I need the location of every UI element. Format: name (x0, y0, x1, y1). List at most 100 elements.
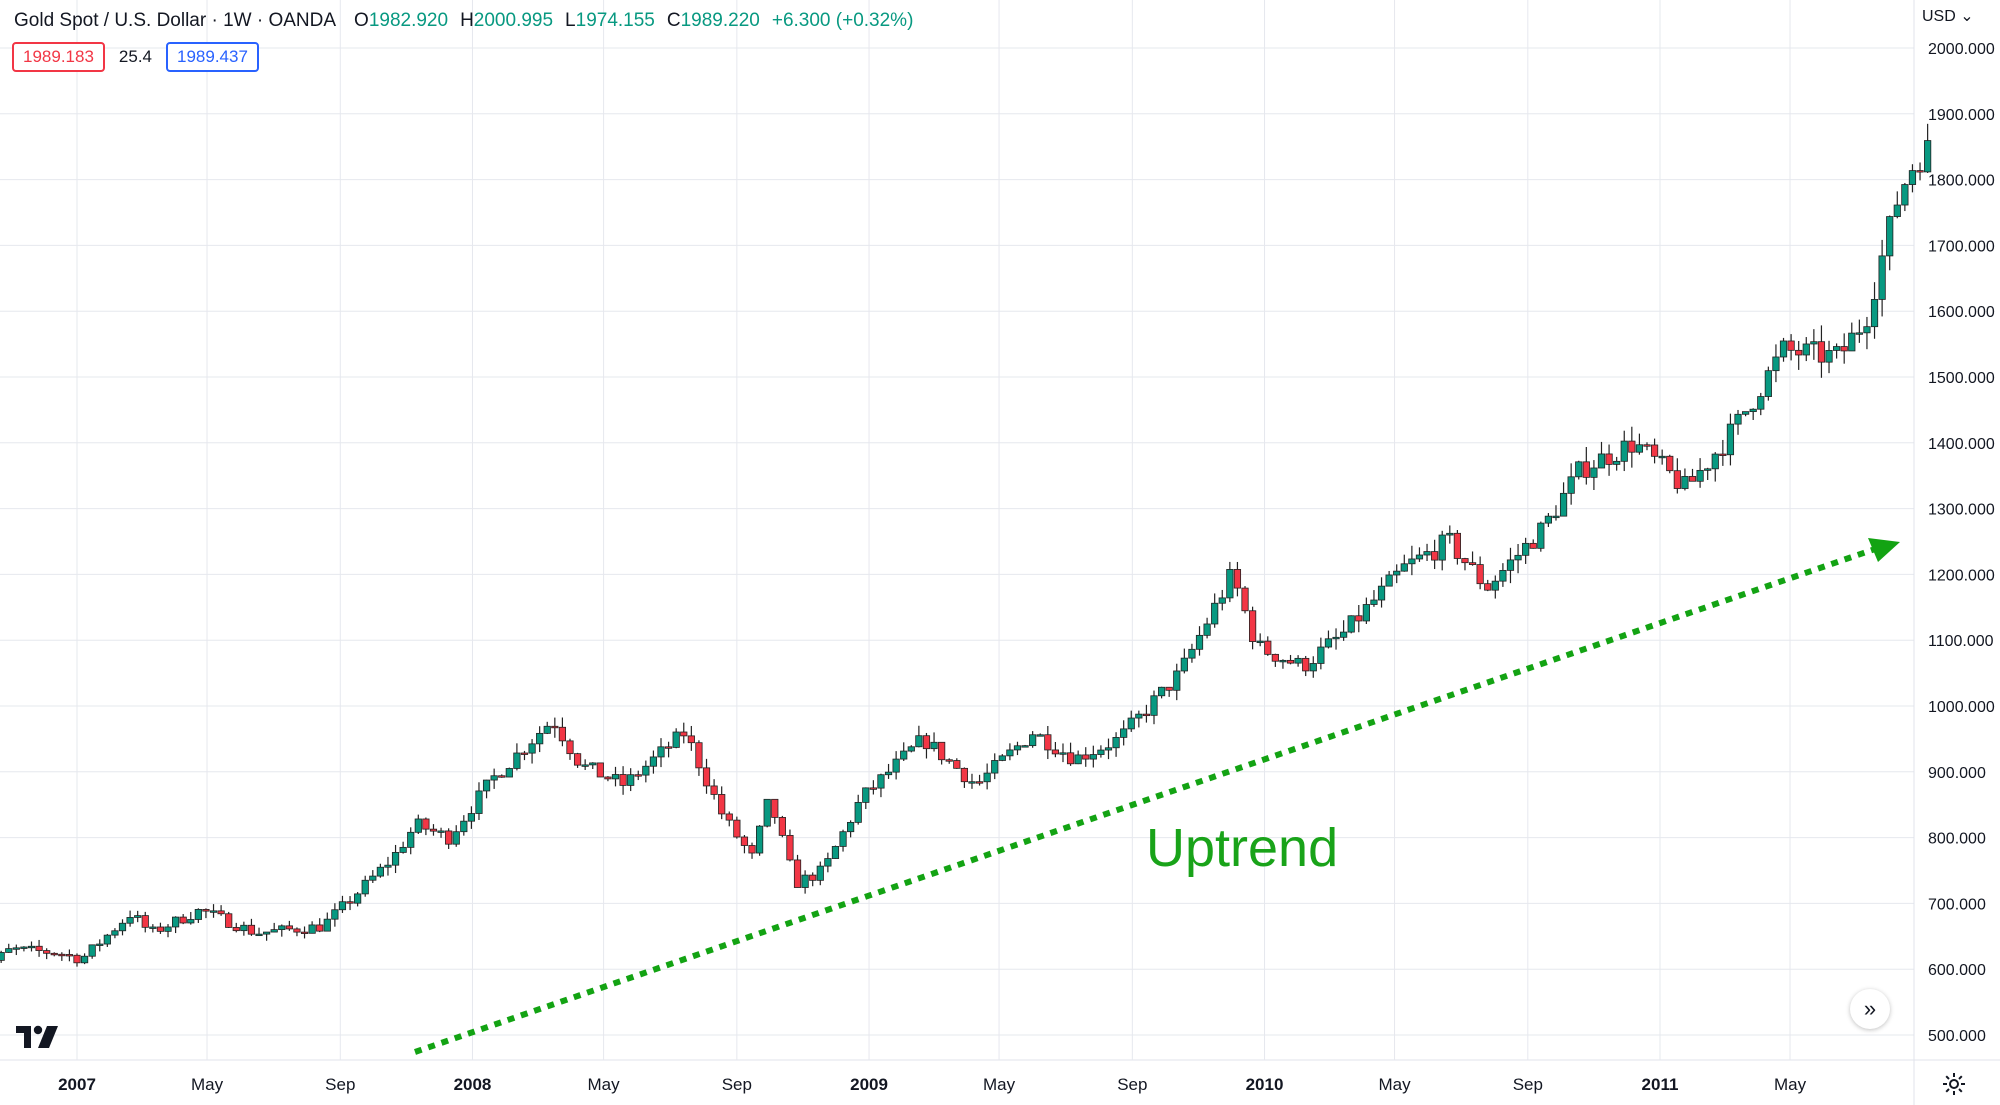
candle (316, 918, 324, 933)
candle (786, 829, 794, 862)
candle (983, 763, 991, 790)
candle (664, 741, 673, 758)
x-tick-label: May (1774, 1075, 1807, 1094)
candle (930, 732, 938, 752)
candle (1393, 564, 1401, 584)
candle (437, 827, 445, 838)
candle (1870, 282, 1879, 339)
candle (551, 717, 559, 738)
y-tick-label: 900.000 (1928, 765, 1986, 782)
double-chevron-right-icon: » (1863, 996, 1877, 1021)
candle (558, 717, 567, 747)
candle (1180, 648, 1188, 674)
high-value: 2000.995 (473, 10, 554, 31)
uptrend-arrow (414, 538, 1900, 1055)
gear-icon[interactable] (1940, 1070, 1968, 1098)
candle (285, 920, 293, 931)
x-tick-label: 2009 (850, 1075, 888, 1094)
candle (1522, 537, 1530, 564)
candle (452, 825, 460, 847)
candle (1833, 343, 1841, 359)
symbol-title[interactable]: Gold Spot / U.S. Dollar · 1W · OANDA (14, 10, 337, 31)
candle (1484, 579, 1492, 592)
candle (141, 911, 149, 933)
y-tick-label: 1900.000 (1928, 107, 1995, 124)
x-tick-label: May (1378, 1075, 1411, 1094)
candle (1719, 439, 1727, 466)
candle (725, 811, 733, 827)
candle (1658, 449, 1666, 465)
candle (1643, 442, 1651, 451)
candle (27, 941, 36, 952)
candle (1476, 556, 1484, 590)
candle (1324, 630, 1333, 649)
candle (88, 944, 96, 959)
candle (1218, 589, 1226, 611)
candle (111, 928, 119, 939)
candle (589, 762, 597, 770)
candle (1696, 458, 1704, 488)
candle (399, 841, 407, 854)
y-tick-label: 800.000 (1928, 831, 1986, 848)
candle (1036, 733, 1044, 737)
candle (308, 921, 316, 934)
candle (209, 904, 218, 918)
candle (1613, 456, 1621, 471)
candle (991, 753, 999, 780)
candle (50, 952, 58, 957)
open-label: O (354, 10, 369, 31)
candle (1286, 654, 1295, 665)
scroll-to-realtime-button[interactable]: » (1850, 989, 1890, 1029)
candle (263, 931, 271, 941)
candle (1279, 659, 1287, 669)
candle (1226, 561, 1234, 603)
candle (429, 824, 438, 836)
candle (505, 767, 513, 778)
candle (793, 854, 802, 888)
candle (1051, 741, 1060, 758)
candle (566, 738, 574, 760)
candle (1120, 720, 1128, 746)
y-tick-label: 2000.000 (1928, 41, 1995, 58)
candle (604, 776, 612, 782)
candle (1377, 577, 1386, 608)
candle (657, 738, 665, 768)
candle (1855, 319, 1863, 343)
candle (445, 828, 453, 849)
buy-price-button[interactable]: 1989.437 (166, 42, 259, 72)
candle (1385, 570, 1393, 587)
candle (1908, 164, 1917, 193)
candle (498, 774, 506, 778)
candle (1082, 747, 1090, 767)
candle (831, 845, 840, 859)
candle (232, 922, 240, 933)
candle (733, 816, 741, 839)
candle (854, 794, 862, 825)
y-tick-label: 1000.000 (1928, 699, 1995, 716)
candle (1575, 460, 1583, 480)
candle (649, 750, 658, 774)
candle (1582, 447, 1590, 485)
candle (922, 732, 931, 759)
candle (240, 921, 248, 936)
candle (1559, 482, 1568, 517)
candle (1211, 593, 1219, 628)
candle (1059, 743, 1067, 763)
candle (1249, 606, 1257, 650)
candle (771, 798, 779, 824)
candle (1757, 392, 1765, 416)
x-tick-label: Sep (1117, 1075, 1147, 1094)
candle (293, 927, 301, 937)
x-tick-label: May (983, 1075, 1016, 1094)
candle (1104, 738, 1113, 760)
candle (391, 844, 400, 874)
candle (1726, 413, 1735, 466)
candle (270, 922, 278, 933)
candle (164, 924, 172, 938)
candle (1711, 452, 1719, 482)
currency-selector[interactable]: USD ⌄ (1922, 8, 1974, 25)
candle (1537, 521, 1545, 552)
sell-price-button[interactable]: 1989.183 (12, 42, 105, 72)
